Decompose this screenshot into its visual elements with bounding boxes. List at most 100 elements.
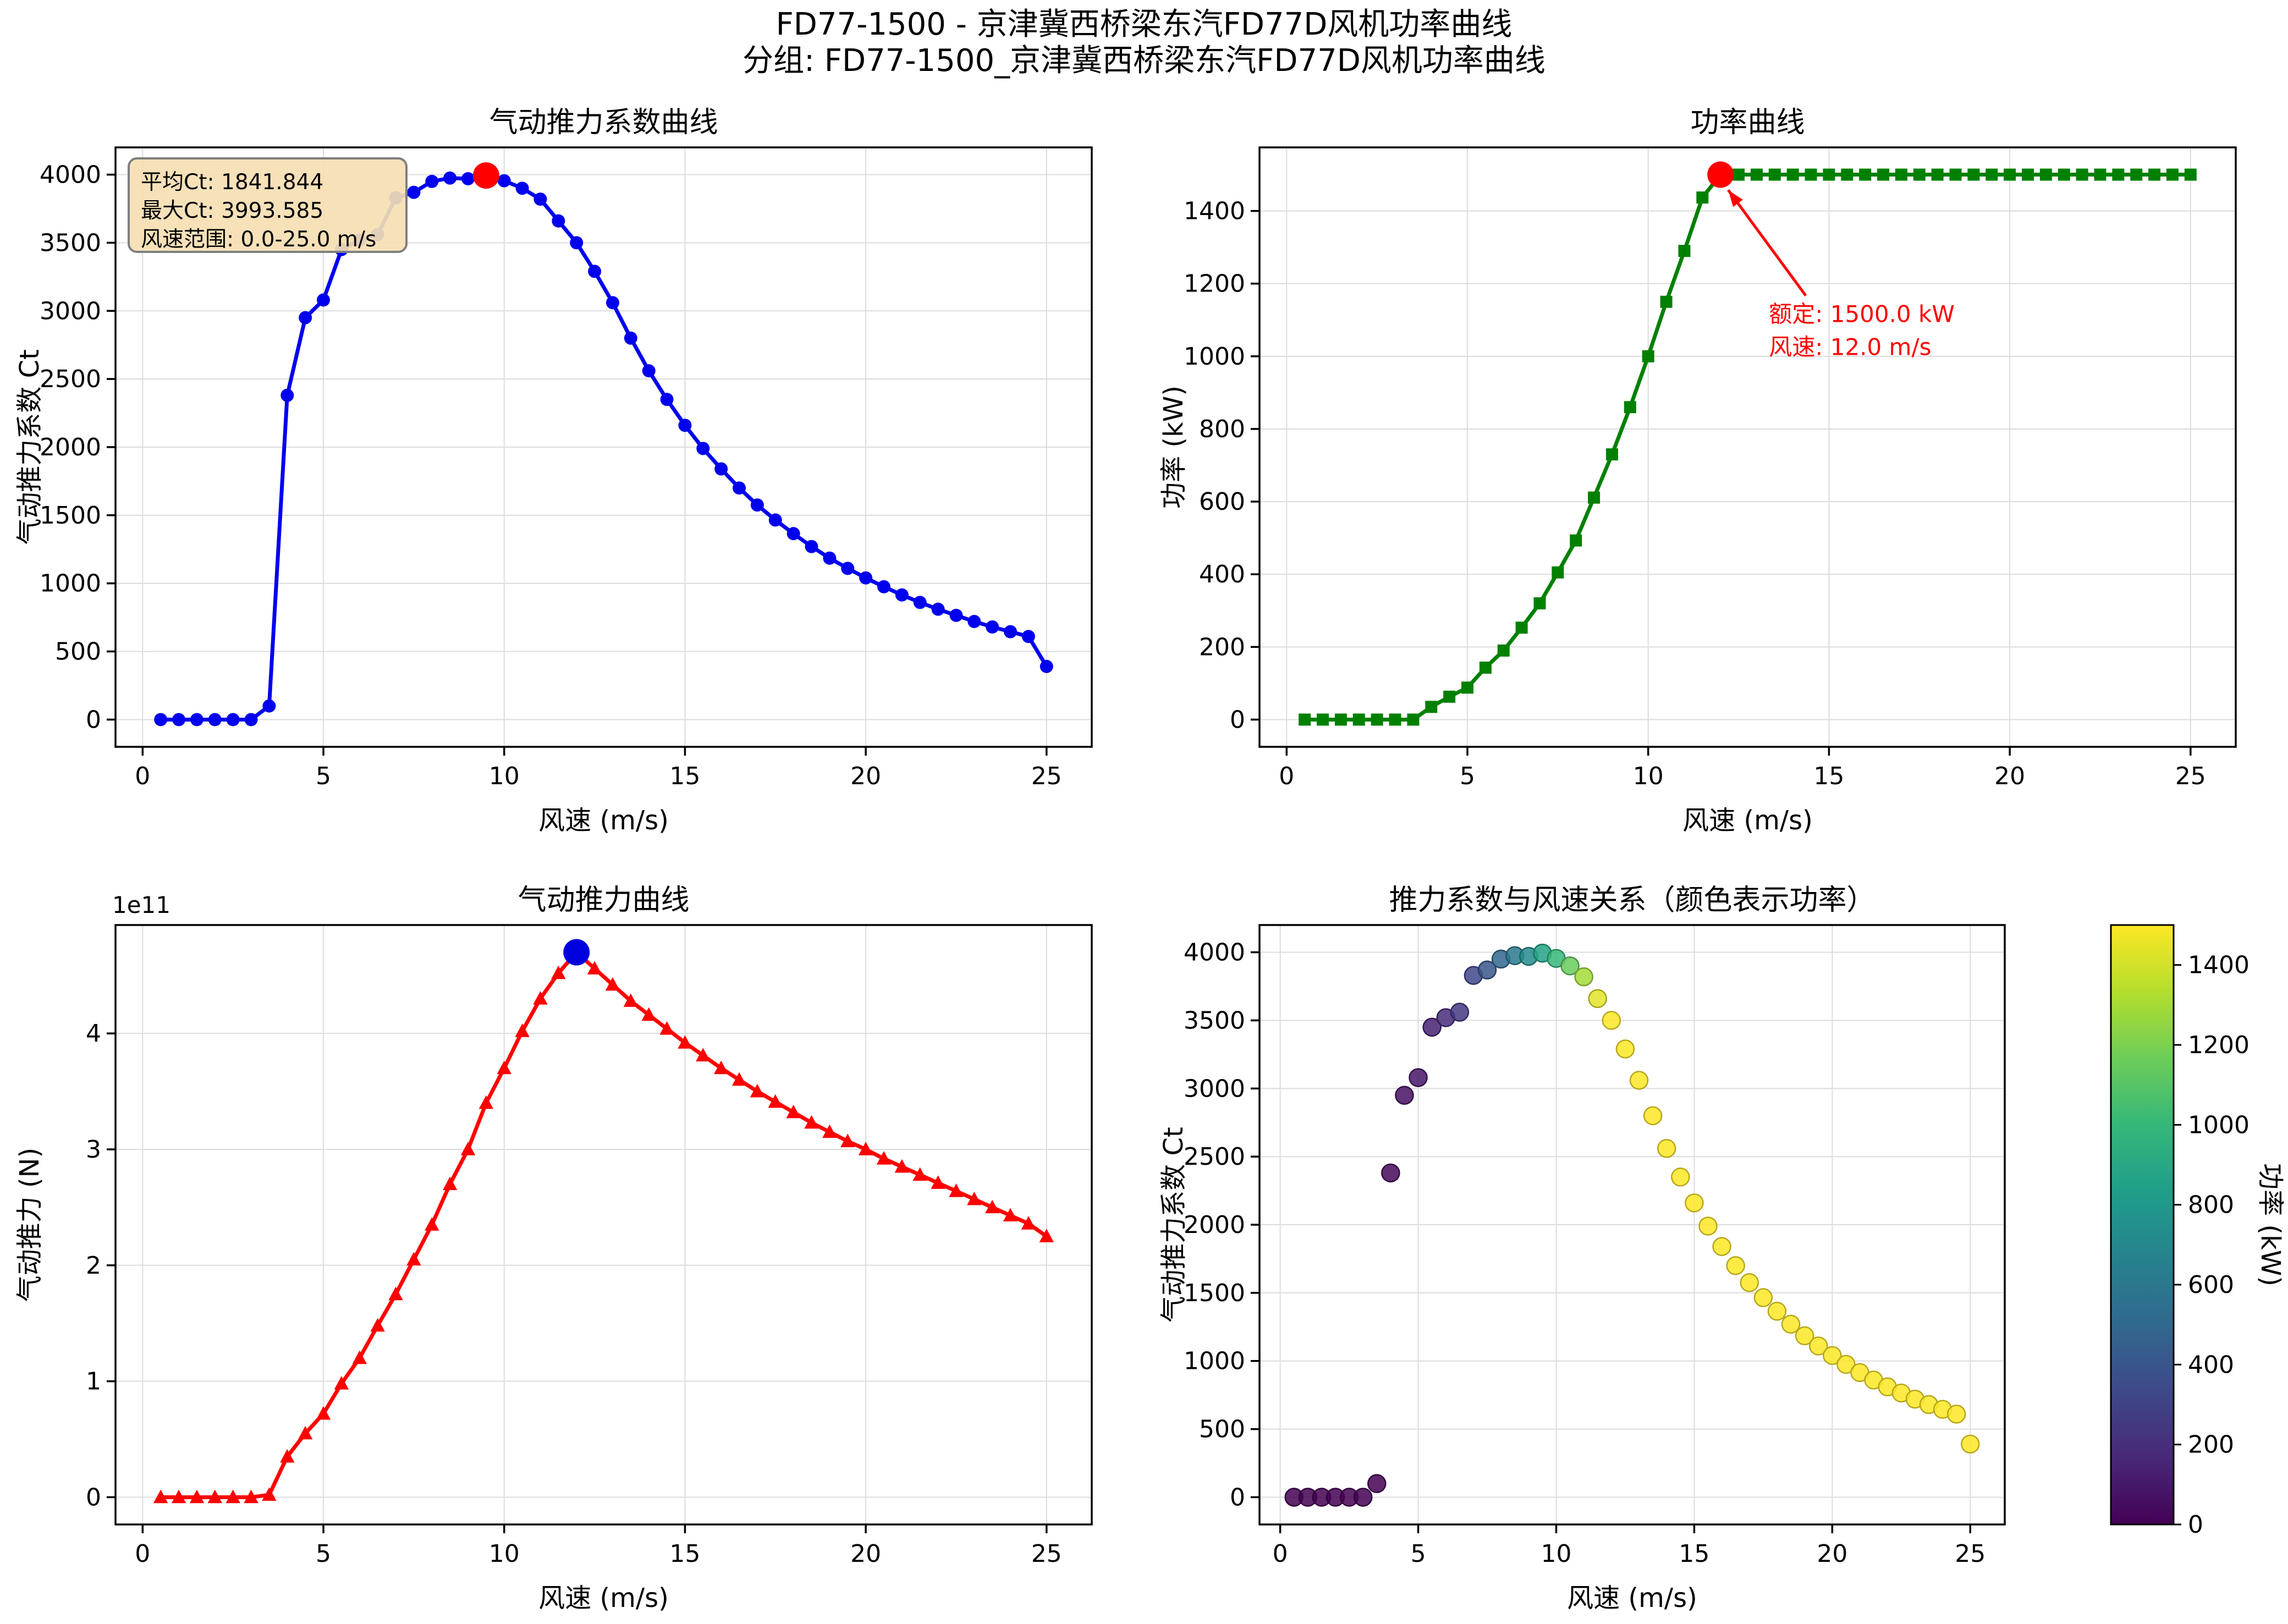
svg-text:5: 5 xyxy=(1460,762,1475,790)
svg-text:1000: 1000 xyxy=(40,570,101,598)
svg-text:1000: 1000 xyxy=(2188,1111,2250,1139)
scatter-point xyxy=(1588,989,1608,1009)
svg-text:600: 600 xyxy=(1199,488,1245,516)
svg-text:2000: 2000 xyxy=(1184,1211,1245,1239)
ct-scatter-ylabel: 气动推力系数 Ct xyxy=(1158,1127,1189,1323)
scatter-point xyxy=(1961,1434,1980,1454)
power-curve-highlight-dot xyxy=(1707,161,1734,188)
power-curve-line xyxy=(1302,173,2193,722)
scatter-point xyxy=(1685,1193,1704,1213)
svg-text:1000: 1000 xyxy=(1184,343,1245,371)
svg-text:4000: 4000 xyxy=(40,161,101,189)
thrust-curve-ylabel: 气动推力 (N) xyxy=(14,1148,45,1302)
scatter-point xyxy=(1560,956,1580,976)
svg-text:1000: 1000 xyxy=(1184,1347,1245,1375)
svg-text:400: 400 xyxy=(2188,1351,2234,1379)
svg-text:800: 800 xyxy=(1199,415,1245,443)
svg-text:0: 0 xyxy=(135,762,150,790)
scatter-point xyxy=(1574,967,1593,987)
svg-text:3000: 3000 xyxy=(40,297,101,325)
svg-text:25: 25 xyxy=(2175,762,2206,790)
scatter-point xyxy=(1657,1139,1676,1158)
scatter-point xyxy=(1602,1011,1621,1030)
svg-text:1200: 1200 xyxy=(1184,270,1245,298)
svg-text:15: 15 xyxy=(1679,1540,1709,1568)
scatter-point xyxy=(1795,1326,1814,1346)
svg-text:0: 0 xyxy=(1230,1483,1245,1511)
colorbar: 0 200 400 600 800 1000 1200 1400 功率 (kW) xyxy=(2110,924,2286,1539)
scatter-point xyxy=(1395,1086,1414,1105)
svg-text:风速: 12.0 m/s: 风速: 12.0 m/s xyxy=(1769,334,1931,361)
svg-text:200: 200 xyxy=(2188,1431,2234,1459)
stats-annotation-box: 平均Ct: 1841.844 最大Ct: 3993.585 风速范围: 0.0-25… xyxy=(128,157,408,253)
thrust-curve-xlabel: 风速 (m/s) xyxy=(538,1583,669,1614)
thrust-curve-title: 气动推力曲线 xyxy=(518,884,689,917)
ct-curve-highlight-dot xyxy=(472,162,499,189)
svg-text:500: 500 xyxy=(1199,1416,1245,1444)
panel-power-curve: 0 5 10 15 20 25 0 200 400 600 800 1000 1200 1400 功率曲线风… xyxy=(1158,106,2237,836)
svg-text:20: 20 xyxy=(1817,1540,1847,1568)
svg-text:1400: 1400 xyxy=(1184,197,1245,225)
svg-text:3000: 3000 xyxy=(1184,1075,1245,1103)
scatter-point xyxy=(1615,1039,1635,1059)
svg-text:3500: 3500 xyxy=(40,229,101,257)
ct-scatter-xlabel: 风速 (m/s) xyxy=(1567,1583,1697,1614)
svg-text:最大Ct: 3993.585: 最大Ct: 3993.585 xyxy=(141,199,323,223)
svg-text:400: 400 xyxy=(1199,560,1245,588)
scatter-point xyxy=(1477,960,1497,979)
svg-text:0: 0 xyxy=(1279,762,1294,790)
svg-text:25: 25 xyxy=(1031,762,1062,790)
scatter-point xyxy=(1753,1288,1773,1307)
svg-text:10: 10 xyxy=(1541,1540,1571,1568)
svg-text:20: 20 xyxy=(850,1540,881,1568)
scatter-point xyxy=(1836,1355,1856,1374)
svg-text:20: 20 xyxy=(850,762,881,790)
svg-text:15: 15 xyxy=(669,762,700,790)
svg-text:4000: 4000 xyxy=(1184,939,1245,967)
ct-curve-title: 气动推力系数曲线 xyxy=(489,106,718,139)
scatter-point xyxy=(1767,1302,1787,1321)
svg-text:0: 0 xyxy=(86,1483,101,1511)
scatter-point xyxy=(1450,1003,1470,1022)
scatter-point xyxy=(1740,1273,1759,1292)
svg-text:0: 0 xyxy=(1230,706,1245,734)
figure-title: FD77-1500 - 京津冀西桥梁东汽FD77D风机功率曲线 xyxy=(776,7,1513,42)
panel-ct-scatter: 0 5 10 15 20 25 0 500 1000 1500 2000 2500 3000 3500 40… xyxy=(1158,884,2006,1614)
svg-text:0: 0 xyxy=(1273,1540,1288,1568)
svg-text:1200: 1200 xyxy=(2188,1031,2250,1059)
thrust-curve-highlight-dot xyxy=(563,939,590,966)
scatter-point xyxy=(1809,1336,1828,1356)
svg-text:1400: 1400 xyxy=(2188,951,2250,979)
scatter-point xyxy=(1726,1256,1745,1275)
ct-curve-ylabel: 气动推力系数 Ct xyxy=(14,349,45,545)
ct-scatter-title: 推力系数与风速关系（颜色表示功率） xyxy=(1389,884,1875,917)
scatter-point xyxy=(1422,1017,1442,1037)
svg-text:20: 20 xyxy=(1994,762,2025,790)
scatter-point xyxy=(1946,1405,1966,1424)
power-curve-xlabel: 风速 (m/s) xyxy=(1682,805,1813,836)
svg-text:2: 2 xyxy=(86,1252,101,1280)
svg-text:平均Ct: 1841.844: 平均Ct: 1841.844 xyxy=(141,170,323,195)
svg-text:2500: 2500 xyxy=(1184,1143,1245,1171)
scatter-point xyxy=(1629,1071,1649,1090)
svg-text:10: 10 xyxy=(1633,762,1664,790)
svg-text:1: 1 xyxy=(86,1368,101,1396)
svg-text:0: 0 xyxy=(2188,1511,2203,1539)
figure-subtitle: 分组: FD77-1500_京津冀西桥梁东汽FD77D风机功率曲线 xyxy=(743,43,1546,79)
scatter-point xyxy=(1823,1346,1842,1366)
svg-text:25: 25 xyxy=(1955,1540,1986,1568)
svg-text:3500: 3500 xyxy=(1184,1006,1245,1034)
svg-text:风速范围: 0.0-25.0 m/s: 风速范围: 0.0-25.0 m/s xyxy=(141,227,376,252)
scatter-point xyxy=(1381,1163,1400,1183)
scatter-point xyxy=(1353,1488,1373,1507)
svg-text:15: 15 xyxy=(1813,762,1844,790)
power-curve-title: 功率曲线 xyxy=(1690,106,1805,139)
svg-text:500: 500 xyxy=(55,638,101,666)
svg-text:额定: 1500.0 kW: 额定: 1500.0 kW xyxy=(1769,301,1955,328)
svg-text:2500: 2500 xyxy=(40,365,101,393)
svg-text:1500: 1500 xyxy=(1184,1279,1245,1307)
scatter-point xyxy=(1643,1106,1663,1126)
svg-text:3: 3 xyxy=(86,1136,101,1164)
